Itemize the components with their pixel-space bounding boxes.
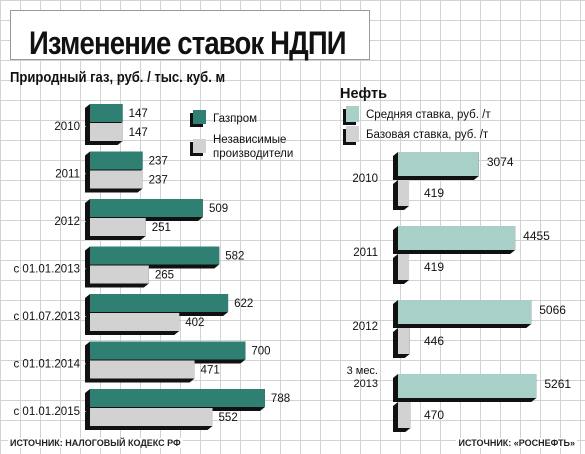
oil-bar-base xyxy=(398,328,410,354)
gas-bar-gazprom xyxy=(90,199,203,217)
oil-value-label-average: 5066 xyxy=(539,303,566,317)
gas-value-label-independent: 251 xyxy=(152,222,171,234)
gas-category-label: с 01.01.2013 xyxy=(13,264,80,276)
gas-bar-independent xyxy=(90,123,123,141)
oil-legend-label: Средняя ставка, руб. /т xyxy=(366,109,491,121)
gas-value-label-gazprom: 622 xyxy=(234,298,253,310)
gas-bar-gazprom xyxy=(90,104,123,122)
gas-category-label: 2012 xyxy=(54,216,80,228)
gas-category-label: 2011 xyxy=(55,169,80,181)
gas-bar-independent xyxy=(90,170,143,189)
oil-value-label-average: 5261 xyxy=(544,377,571,391)
oil-bar-base xyxy=(398,402,411,428)
gas-bar-independent xyxy=(90,313,180,331)
oil-value-label-base: 419 xyxy=(424,260,444,274)
gas-legend-swatch xyxy=(193,139,206,153)
gas-bar-gazprom xyxy=(90,246,220,265)
gas-value-label-gazprom: 582 xyxy=(225,251,244,263)
gas-legend-label: Газпром xyxy=(213,113,257,125)
oil-bar-average xyxy=(398,374,537,398)
oil-category-label-line: 3 мес. xyxy=(347,365,378,377)
gas-value-label-gazprom: 509 xyxy=(209,203,228,215)
oil-source-note: ИСТОЧНИК: «РОСНЕФТЬ» xyxy=(456,438,577,448)
oil-bar-average xyxy=(398,152,479,176)
gas-legend-label: Независимые производители xyxy=(213,134,293,160)
gas-legend-label-line: Независимые xyxy=(213,134,286,146)
oil-bar-base xyxy=(398,180,410,206)
page-title: Изменение ставок НДПИ xyxy=(29,25,347,61)
gas-value-label-independent: 147 xyxy=(129,127,148,139)
oil-bar-average xyxy=(398,226,516,250)
oil-chart-title: Нефть xyxy=(340,86,388,102)
gas-value-label-independent: 265 xyxy=(155,270,174,282)
gas-value-label-gazprom: 700 xyxy=(251,346,270,358)
gas-value-label-gazprom: 788 xyxy=(271,393,290,405)
gas-category-label: с 01.01.2014 xyxy=(13,359,80,371)
gas-value-label-independent: 471 xyxy=(201,365,220,377)
oil-category-label: 2012 xyxy=(352,321,378,333)
gas-value-label-gazprom: 237 xyxy=(149,156,168,168)
gas-bar-independent xyxy=(90,360,195,379)
gas-legend-swatch xyxy=(193,110,206,124)
gas-bar-independent xyxy=(90,408,213,426)
gas-value-label-independent: 237 xyxy=(149,175,168,187)
title-box: Изменение ставок НДПИ xyxy=(10,10,370,61)
oil-legend-swatch xyxy=(346,126,359,142)
gas-value-label-gazprom: 147 xyxy=(129,108,148,120)
gas-source-note: ИСТОЧНИК: НАЛОГОВЫЙ КОДЕКС РФ xyxy=(8,438,183,448)
gas-legend-label-line: производители xyxy=(213,148,293,160)
gas-bar-gazprom xyxy=(90,389,265,407)
oil-bar-base xyxy=(398,254,410,280)
gas-category-label: 2010 xyxy=(54,121,80,133)
oil-value-label-base: 446 xyxy=(424,334,444,348)
oil-category-label: 2011 xyxy=(353,247,378,259)
gas-bar-gazprom xyxy=(90,151,143,170)
gas-value-label-independent: 552 xyxy=(219,412,238,424)
oil-category-label: 3 мес. 2013 xyxy=(347,365,378,390)
oil-category-label-line: 2013 xyxy=(354,378,378,390)
gas-bar-independent xyxy=(90,218,146,236)
oil-value-label-base: 470 xyxy=(424,408,444,422)
oil-category-label: 2010 xyxy=(352,173,378,185)
gas-bar-gazprom xyxy=(90,341,246,360)
oil-value-label-average: 3074 xyxy=(487,155,514,169)
gas-bar-independent xyxy=(90,265,149,284)
gas-chart-title: Природный газ, руб. / тыс. куб. м xyxy=(10,70,226,86)
oil-bar-average xyxy=(398,300,532,324)
gas-category-label: с 01.01.2015 xyxy=(13,406,80,418)
oil-legend-label: Базовая ставка, руб. /т xyxy=(366,129,489,141)
gas-category-label: с 01.07.2013 xyxy=(13,311,80,323)
oil-value-label-average: 4455 xyxy=(523,229,550,243)
gas-value-label-independent: 402 xyxy=(185,317,204,329)
oil-value-label-base: 419 xyxy=(424,186,444,200)
oil-legend-swatch xyxy=(346,106,359,122)
gas-bar-gazprom xyxy=(90,294,229,312)
